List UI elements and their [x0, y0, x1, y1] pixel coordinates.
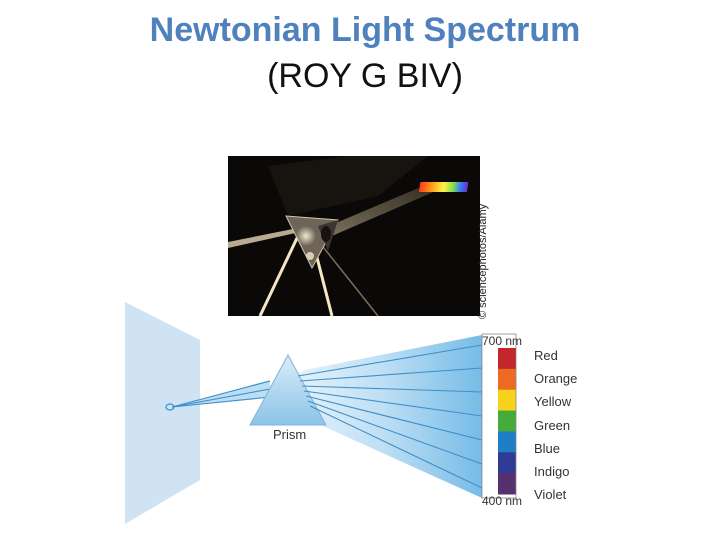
color-label-indigo: Indigo	[534, 464, 570, 479]
spectrum-band-green	[498, 410, 516, 432]
spectrum-band-orange	[498, 368, 516, 391]
spectrum-band-violet	[498, 473, 516, 495]
wavelength-top-label: 700 nm	[482, 334, 523, 348]
spectrum-bar	[498, 348, 516, 495]
color-label-green: Green	[534, 417, 571, 433]
color-label-orange: Orange	[534, 371, 578, 387]
spectrum-band-yellow	[498, 389, 516, 412]
prism-label: Prism	[273, 427, 307, 442]
color-label-yellow: Yellow	[534, 394, 572, 410]
spectrum-band-blue	[498, 431, 516, 453]
color-label-violet: Violet	[534, 487, 567, 503]
spectrum-bar-outline	[481, 333, 517, 499]
prism-photo-graphic	[228, 156, 480, 316]
wavelength-bottom-label: 400 nm	[482, 494, 523, 508]
spectrum-band-red	[498, 348, 516, 370]
spectrum-band-indigo	[498, 452, 516, 474]
light-source-icon	[165, 403, 175, 411]
dispersed-light-fan	[283, 335, 482, 498]
dispersed-rays	[297, 344, 483, 489]
prism	[249, 353, 327, 426]
incident-rays	[171, 380, 271, 408]
light-source-screen	[125, 302, 200, 524]
slide-title: Newtonian Light Spectrum	[149, 11, 581, 49]
color-label-blue: Blue	[534, 440, 561, 456]
color-label-red: Red	[534, 348, 558, 363]
prism-photo	[228, 156, 480, 316]
slide-subtitle: (ROY G BIV)	[267, 57, 463, 95]
